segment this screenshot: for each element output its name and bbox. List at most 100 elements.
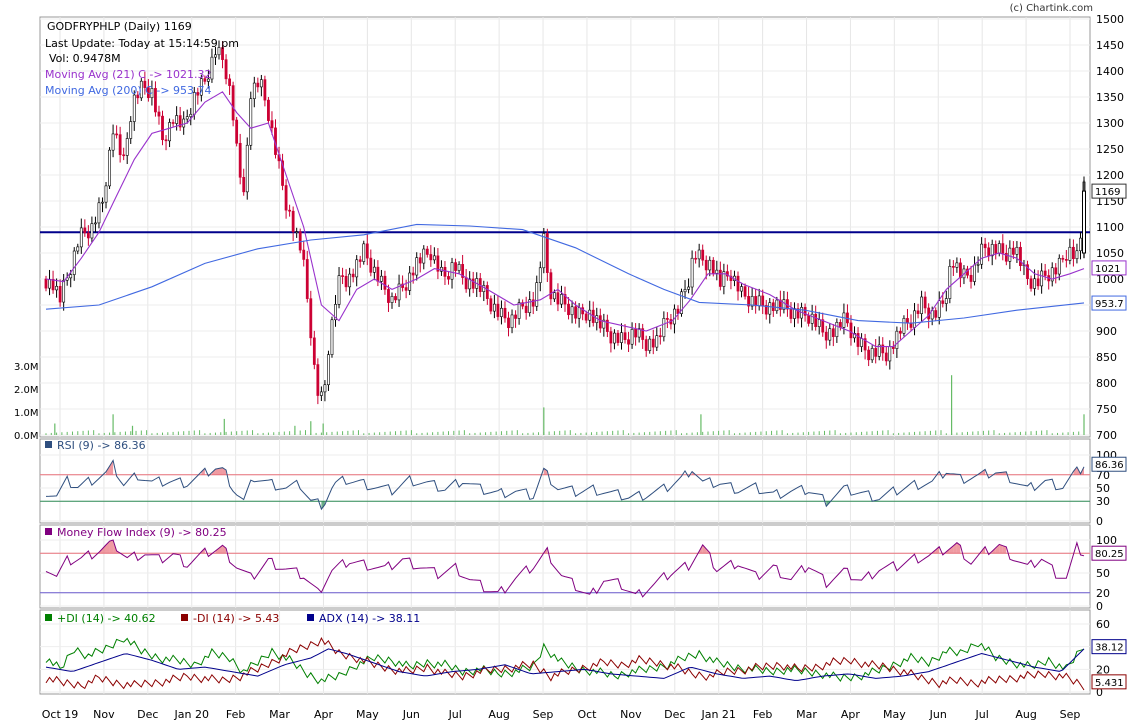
plus-di-line — [45, 637, 1085, 685]
candle-body — [923, 296, 927, 309]
candle-body — [171, 122, 175, 124]
candle-body — [337, 275, 341, 305]
candle-body — [319, 391, 323, 396]
candle-body — [327, 354, 330, 386]
candle-body — [521, 302, 525, 307]
plus-di-legend: +DI (14) -> 40.62 — [57, 612, 156, 625]
candle-body — [468, 278, 472, 290]
x-tick-label: Jul — [975, 708, 989, 721]
candle-body — [913, 310, 916, 328]
watermark-text: (c) Chartink.com — [1010, 3, 1093, 14]
candle-body — [108, 149, 111, 187]
rsi-overbought-fill — [219, 467, 223, 475]
candle-body — [641, 328, 645, 340]
candle-body — [764, 305, 768, 315]
mfi-y-tick: 20 — [1096, 587, 1110, 600]
candle-body — [775, 299, 779, 312]
candle-body — [948, 266, 952, 299]
candle-body — [959, 262, 962, 279]
candle-body — [330, 319, 334, 355]
candle-body — [178, 115, 182, 128]
candle-body — [316, 364, 320, 396]
candle-body — [517, 302, 521, 319]
candle-body — [697, 249, 701, 260]
candle-body — [1004, 252, 1008, 262]
candle-body — [101, 201, 104, 204]
price-candles — [40, 40, 1090, 405]
candle-body — [464, 277, 468, 290]
adx-y-tick: 20 — [1096, 663, 1110, 676]
candle-body — [718, 269, 722, 287]
candle-body — [1050, 267, 1054, 282]
candle-body — [754, 296, 758, 307]
candle-body — [270, 120, 274, 129]
candle-body — [267, 99, 270, 121]
candle-body — [157, 111, 161, 117]
candle-body — [782, 299, 786, 310]
mfi-overbought-fill — [995, 544, 1000, 554]
candle-body — [129, 121, 133, 139]
rsi-badge-box — [1091, 456, 1127, 472]
candle-body — [690, 257, 694, 288]
candle-body — [524, 305, 528, 313]
candle-body — [870, 348, 874, 361]
adx-legend-swatch — [307, 614, 314, 621]
candle-body — [899, 330, 902, 334]
candle-body — [210, 56, 214, 80]
candle-body — [344, 275, 348, 288]
candle-body — [97, 202, 101, 224]
minus-di-badge: 5.431 — [1095, 678, 1124, 689]
candle-body — [496, 303, 500, 317]
candle-body — [574, 306, 577, 319]
mfi-overbought-fill — [702, 544, 707, 554]
candle-body — [1011, 247, 1015, 255]
candle-body — [934, 310, 938, 318]
candle-body — [76, 246, 80, 252]
candle-body — [538, 267, 542, 283]
rsi-y-tick: 70 — [1096, 469, 1110, 482]
x-tick-label: Aug — [1015, 708, 1036, 721]
candle-body — [651, 338, 655, 348]
x-tick-label: Nov — [620, 708, 642, 721]
candle-body — [708, 259, 712, 271]
candle-body — [224, 59, 228, 80]
x-tick-label: Mar — [269, 708, 290, 721]
candle-body — [902, 318, 906, 334]
mfi-y-tick: 100 — [1096, 534, 1117, 547]
candle-body — [485, 285, 489, 299]
candle-body — [94, 222, 97, 225]
candle-body — [136, 94, 140, 99]
x-tick-label: Dec — [664, 708, 685, 721]
x-tick-label: Jan 20 — [174, 708, 209, 721]
candle-body — [196, 92, 200, 96]
candle-body — [341, 275, 344, 277]
candle-body — [560, 294, 563, 305]
candle-body — [500, 307, 503, 317]
candle-body — [616, 332, 620, 343]
candle-body — [1001, 243, 1005, 254]
candle-body — [118, 134, 122, 156]
candle-body — [323, 384, 327, 393]
candle-body — [450, 262, 454, 280]
candle-body — [390, 296, 394, 303]
candle-body — [507, 317, 510, 329]
price-y-tick: 800 — [1096, 377, 1117, 390]
candle-body — [291, 210, 295, 232]
volume-text: Vol: 0.9478M — [49, 52, 121, 65]
candle-body — [228, 78, 231, 86]
candle-body — [281, 160, 284, 186]
price-y-tick: 1500 — [1096, 13, 1124, 26]
candle-body — [51, 279, 55, 291]
candle-body — [842, 312, 846, 328]
candle-body — [425, 248, 429, 255]
candle-body — [609, 331, 613, 344]
candle-body — [1057, 257, 1061, 275]
candle-body — [355, 259, 359, 278]
candle-body — [623, 332, 627, 340]
candle-body — [658, 335, 662, 338]
volume-y-tick: 3.0M — [14, 362, 39, 373]
candle-body — [888, 346, 892, 362]
candle-body — [838, 322, 842, 328]
candle-body — [1015, 246, 1019, 255]
